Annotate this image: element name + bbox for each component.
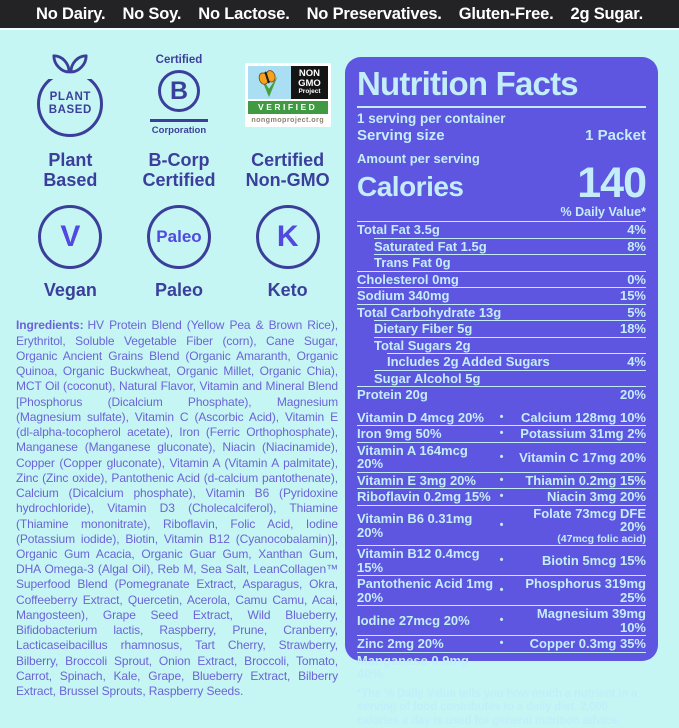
bullet-separator: • — [499, 554, 504, 567]
nutrient-row-cholesterol: Cholesterol 0mg 0% — [357, 270, 646, 287]
claim-no-lactose: No Lactose. — [198, 4, 290, 23]
paleo-badge: Paleo Paleo — [125, 202, 234, 300]
serving-size-label: Serving size — [357, 127, 445, 145]
ingredients-label: Ingredients: — [16, 318, 84, 333]
bullet-separator: • — [499, 427, 504, 440]
diet-badges-row: V Vegan Paleo Paleo K Keto — [16, 202, 342, 300]
micro-row: Iodine 27mcg 20% • Magnesium 39mg 10% — [357, 605, 646, 635]
nutrient-row-total-fat: Total Fat 3.5g 4% — [357, 221, 646, 238]
nutrition-facts-title: Nutrition Facts — [357, 65, 646, 108]
micro-row: Vitamin D 4mcg 20% • Calcium 128mg 10% — [357, 409, 646, 425]
nutrient-row-dietary-fiber: Dietary Fiber 5g 18% — [374, 320, 646, 337]
claim-no-soy: No Soy. — [122, 4, 182, 23]
vegan-label: Vegan — [43, 280, 97, 301]
vegan-badge: V Vegan — [16, 202, 125, 300]
micro-row: Zinc 2mg 20% • Copper 0.3mg 35% — [357, 635, 646, 652]
nutrient-row-total-sugars: Total Sugars 2g — [374, 336, 646, 354]
bullet-separator: • — [499, 490, 504, 503]
micro-row: Vitamin E 3mg 20% • Thiamin 0.2mg 15% — [357, 471, 646, 488]
keto-circle-icon: K — [255, 205, 320, 270]
daily-value-footnote: *The % Daily Value tells you how much a … — [357, 687, 638, 727]
keto-label: Keto — [267, 280, 308, 301]
nutrient-row-trans-fat: Trans Fat 0g — [374, 254, 646, 271]
non-gmo-badge: NON GMO Project VERIFIED nongmoproject.o… — [233, 46, 342, 190]
bullet-separator: • — [499, 584, 504, 597]
micro-row: Manganese 0.9mg 40% — [357, 651, 646, 682]
bullet-separator: • — [499, 518, 504, 531]
nutrient-row-total-carbohydrate: Total Carbohydrate 13g 5% — [357, 303, 646, 320]
bullet-separator: • — [499, 614, 504, 627]
bullet-separator: • — [499, 473, 504, 486]
vegan-circle-icon: V — [38, 205, 103, 270]
plant-based-badge: PLANT BASED Plant Based — [16, 46, 125, 190]
calories-value: 140 — [577, 159, 647, 208]
ingredients-paragraph: Ingredients: HV Protein Blend (Yellow Pea… — [16, 318, 338, 699]
non-gmo-label: Certified Non-GMO — [245, 150, 330, 191]
plant-based-seal-icon: PLANT BASED — [35, 51, 105, 139]
nutrient-row-sodium: Sodium 340mg 15% — [357, 287, 646, 304]
micronutrient-grid: Vitamin D 4mcg 20% • Calcium 128mg 10% Iro… — [357, 410, 646, 682]
serving-size-row: Serving size 1 Packet — [357, 127, 646, 144]
servings-per-container: 1 serving per container — [357, 110, 506, 126]
amount-per-serving: Amount per serving — [357, 151, 480, 167]
claim-no-dairy: No Dairy. — [36, 4, 106, 23]
plant-based-label: Plant Based — [43, 150, 98, 191]
claim-no-preservatives: No Preservatives. — [306, 4, 442, 23]
b-corp-label: B-Corp Certified — [142, 150, 216, 191]
micro-row: Riboflavin 0.2mg 15% • Niacin 3mg 20% — [357, 488, 646, 505]
nutrition-facts-panel: Nutrition Facts 1 serving per container … — [345, 57, 658, 727]
claim-2g-sugar: 2g Sugar. — [570, 4, 643, 23]
claims-bar: No Dairy. No Soy. No Lactose. No Preserv… — [0, 0, 679, 30]
b-corp-badge: Certified B Corporation B-Corp Certified — [125, 46, 234, 190]
paleo-label: Paleo — [154, 280, 203, 301]
nutrient-row-protein: Protein 20g 20% — [357, 386, 646, 403]
certification-badges-row: PLANT BASED Plant Based Certified B — [16, 46, 342, 190]
butterfly-icon — [247, 66, 292, 99]
bullet-separator: • — [499, 450, 504, 463]
ingredients-text: HV Protein Blend (Yellow Pea & Brown Ric… — [16, 318, 338, 699]
bullet-separator: • — [499, 637, 504, 650]
paleo-circle-icon: Paleo — [146, 205, 211, 270]
b-corp-logo-icon: Certified B Corporation — [149, 54, 208, 136]
calories-label: Calories — [357, 170, 464, 202]
serving-size-value: 1 Packet — [585, 127, 646, 145]
left-column: PLANT BASED Plant Based Certified B — [16, 46, 342, 699]
micro-row: Pantothenic Acid 1mg 20% • Phosphorus 319m… — [357, 575, 646, 605]
micro-row: Vitamin A 164mcg 20% • Vitamin C 17mg 20% — [357, 441, 646, 472]
nutrient-row-saturated-fat: Saturated Fat 1.5g 8% — [374, 237, 646, 254]
calories-row: Calories 140 — [357, 159, 647, 208]
bullet-separator: • — [499, 410, 504, 423]
daily-value-header: % Daily Value* — [560, 205, 646, 220]
micro-row: Vitamin B12 0.4mcg 15% • Biotin 5mcg 15% — [357, 545, 646, 575]
leaf-icon — [48, 51, 93, 79]
nutrient-row-sugar-alcohol: Sugar Alcohol 5g — [374, 369, 646, 387]
keto-badge: K Keto — [233, 202, 342, 300]
claim-gluten-free: Gluten-Free. — [458, 4, 554, 23]
micro-row-folate: Vitamin B6 0.31mg 20% • Folate 73mcg DFE 2… — [357, 504, 646, 545]
micro-row: Iron 9mg 50% • Potassium 31mg 2% — [357, 425, 646, 442]
non-gmo-verified-logo-icon: NON GMO Project VERIFIED nongmoproject.o… — [244, 63, 331, 127]
nutrient-row-added-sugars: Includes 2g Added Sugars 4% — [387, 353, 646, 370]
